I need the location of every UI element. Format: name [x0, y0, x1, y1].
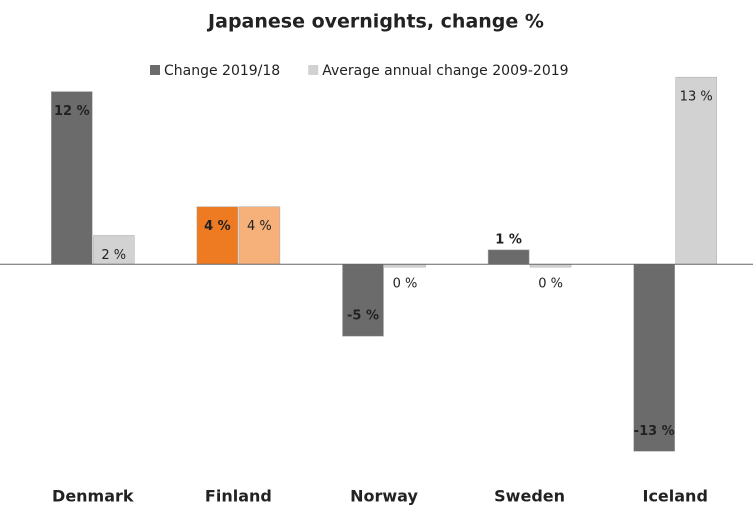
data-label: 0 %	[393, 277, 418, 292]
bar	[675, 76, 717, 265]
data-label: 2 %	[101, 248, 126, 263]
data-label: -5 %	[347, 309, 379, 324]
bar	[633, 263, 675, 452]
legend-label: Average annual change 2009-2019	[322, 63, 568, 79]
chart-title: Japanese overnights, change %	[206, 11, 544, 33]
data-label: -13 %	[634, 424, 675, 439]
x-tick-label: Denmark	[52, 487, 134, 506]
data-label: 12 %	[54, 104, 90, 119]
data-label: 13 %	[680, 90, 713, 105]
data-label: 1 %	[495, 232, 522, 247]
x-tick-label: Iceland	[642, 487, 707, 506]
legend-label: Change 2019/18	[164, 63, 280, 79]
x-tick-label: Norway	[350, 487, 418, 506]
bar	[93, 235, 135, 265]
x-tick-label: Finland	[205, 487, 272, 506]
data-label: 4 %	[204, 219, 231, 234]
data-label: 4 %	[247, 219, 272, 234]
legend-swatch	[150, 65, 160, 75]
x-tick-label: Sweden	[494, 487, 565, 506]
data-label: 0 %	[538, 277, 563, 292]
bar	[487, 249, 530, 265]
bar	[51, 91, 93, 265]
bar	[238, 206, 281, 265]
bar	[342, 263, 384, 337]
legend-swatch	[308, 65, 319, 75]
bar	[196, 206, 239, 265]
